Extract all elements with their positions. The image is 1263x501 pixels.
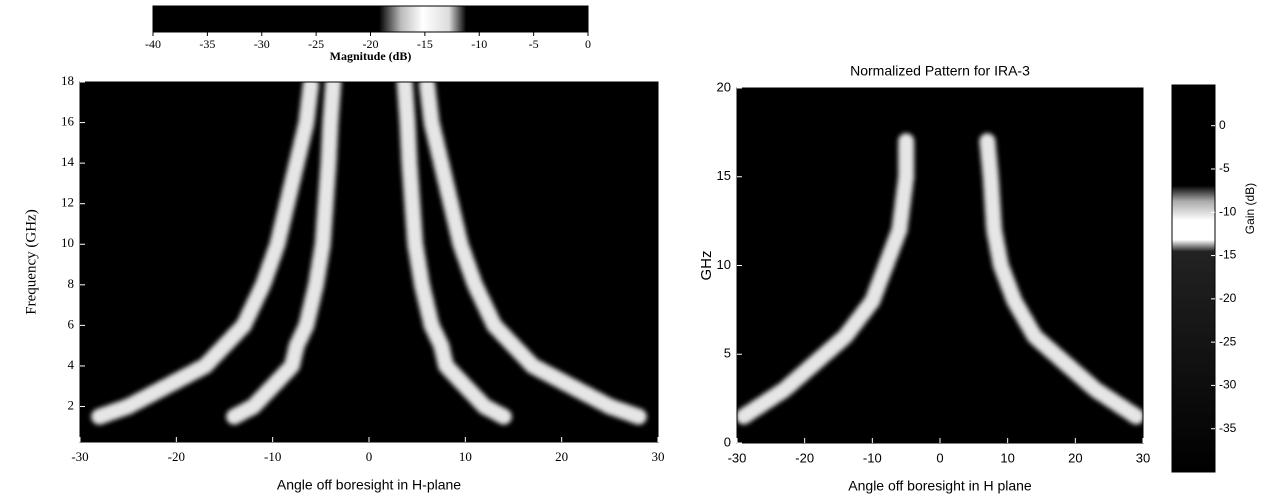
x-tick-label: 30 <box>1136 450 1150 465</box>
y-tick-label: 4 <box>68 357 75 372</box>
colorbar-tick-label: -15 <box>417 37 433 51</box>
colorbar-label: Gain (dB) <box>1243 183 1257 234</box>
y-tick-label: 15 <box>717 168 731 183</box>
y-tick-label: 6 <box>68 316 75 331</box>
colorbar-tick-label: -15 <box>1219 248 1237 262</box>
colorbar-tick-label: 0 <box>585 37 591 51</box>
x-tick-label: 10 <box>1000 450 1014 465</box>
colorbar-tick-label: -25 <box>308 37 324 51</box>
y-tick-label: 10 <box>61 235 74 250</box>
colorbar-label: Magnitude (dB) <box>330 49 412 63</box>
colorbar-tick-label: -40 <box>145 37 161 51</box>
x-tick-label: -20 <box>168 449 185 464</box>
colorbar-tick-label: -30 <box>1219 378 1237 392</box>
y-tick-label: 2 <box>68 397 75 412</box>
colorbar-tick-label: -25 <box>1219 334 1237 348</box>
x-tick-label: 20 <box>555 449 568 464</box>
ridge <box>418 74 647 425</box>
colorbar-tick-label: -35 <box>199 37 215 51</box>
y-tick-label: 5 <box>724 346 731 361</box>
x-tick-label: 10 <box>459 449 472 464</box>
x-axis-label: Angle off boresight in H plane <box>848 478 1032 494</box>
x-axis-label: Angle off boresight in H-plane <box>277 477 461 493</box>
colorbar-tick-label: -5 <box>1219 161 1230 175</box>
y-tick-label: 10 <box>717 257 731 272</box>
y-tick-label: 20 <box>717 79 731 94</box>
ridge <box>396 74 512 425</box>
x-tick-label: -10 <box>863 450 882 465</box>
colorbar <box>1171 84 1216 473</box>
x-tick-label: -10 <box>264 449 281 464</box>
x-tick-label: 0 <box>366 449 373 464</box>
y-tick-label: 12 <box>61 195 74 210</box>
chart-2: -30 -20 -10 0 10 20 30 0 5 10 15 20 Angle off boresi… <box>698 63 1257 494</box>
colorbar-tick-label: -5 <box>529 37 539 51</box>
y-tick-label: 18 <box>61 73 74 88</box>
x-tick-label: 0 <box>936 450 943 465</box>
ridge <box>91 74 320 425</box>
x-tick-label: -30 <box>71 449 88 464</box>
y-axis-label: Frequency (GHz) <box>23 209 39 314</box>
colorbar <box>152 5 589 33</box>
x-tick-label: -20 <box>795 450 814 465</box>
x-tick-label: 20 <box>1068 450 1082 465</box>
colorbar-tick-label: -30 <box>254 37 270 51</box>
ridge <box>735 133 915 425</box>
plot-background <box>737 88 1143 443</box>
colorbar-tick-label: -35 <box>1219 421 1237 435</box>
y-tick-label: 0 <box>724 434 731 449</box>
y-axis-label: GHz <box>698 251 715 281</box>
colorbar-tick-label: -20 <box>1219 291 1237 305</box>
ridge <box>979 133 1145 425</box>
y-tick-label: 8 <box>68 276 75 291</box>
ridge <box>226 74 342 425</box>
chart-1: -30 -20 -10 0 10 20 30 2 4 6 8 10 12 14 16 18 Angle off … <box>23 5 665 493</box>
x-tick-label: -30 <box>728 450 747 465</box>
colorbar-tick-label: 0 <box>1219 118 1226 132</box>
colorbar-tick-label: -10 <box>1219 204 1237 218</box>
colorbar-tick-label: -10 <box>471 37 487 51</box>
y-tick-label: 16 <box>61 114 75 129</box>
chart-title: Normalized Pattern for IRA-3 <box>850 63 1030 79</box>
x-tick-label: 30 <box>652 449 665 464</box>
colorbar-tick-label: -20 <box>363 37 379 51</box>
y-tick-label: 14 <box>61 154 75 169</box>
